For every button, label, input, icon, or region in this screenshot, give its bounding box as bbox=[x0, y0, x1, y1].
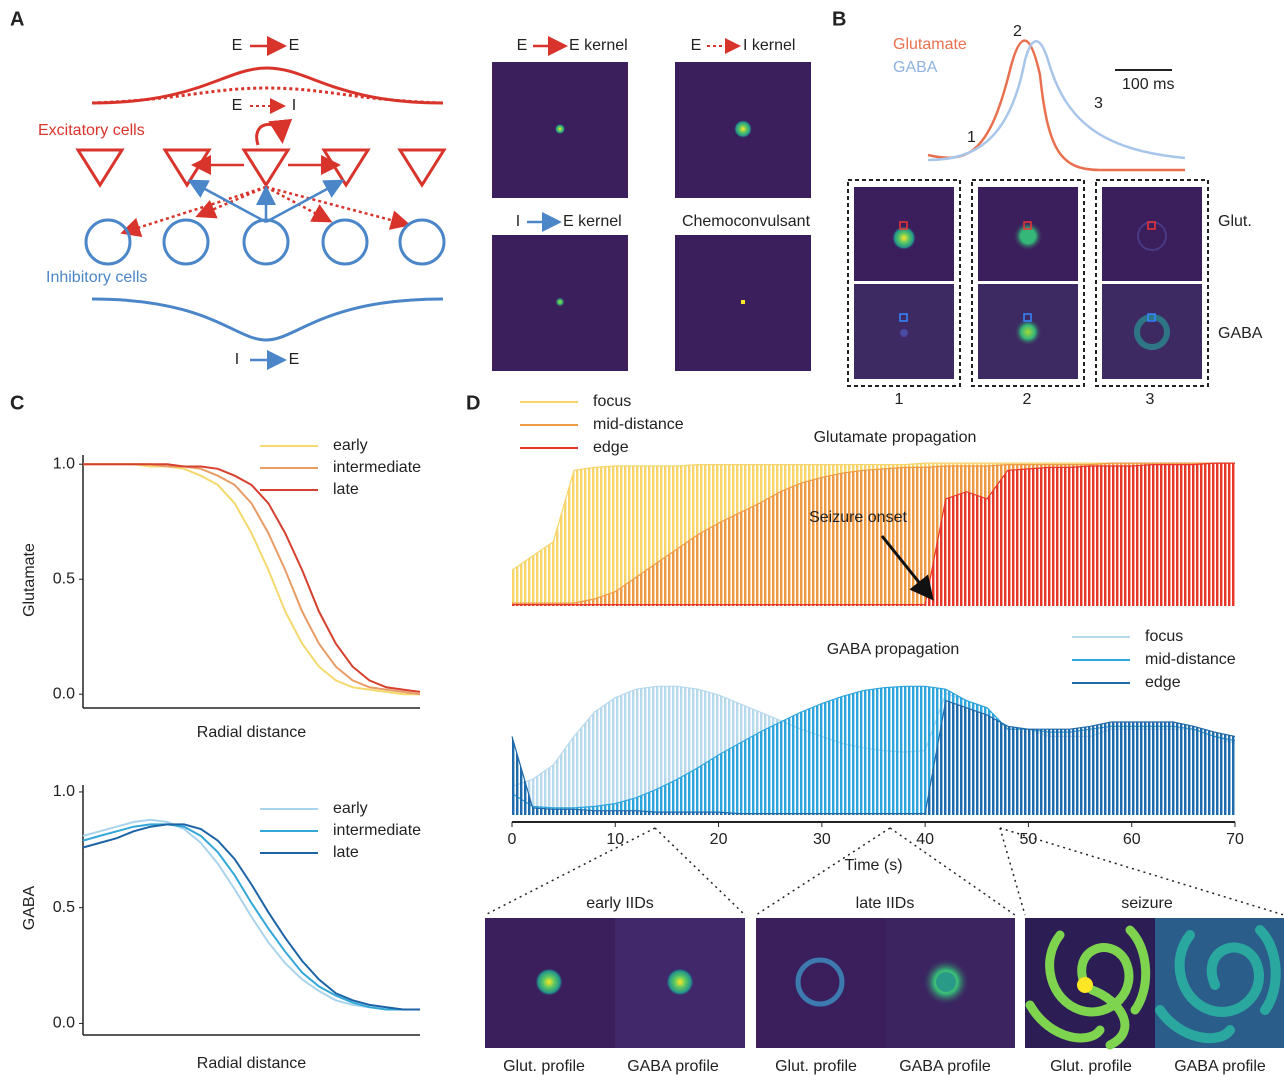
legend-label: early bbox=[333, 800, 368, 817]
legend-label: focus bbox=[1145, 628, 1183, 645]
legend-label: late bbox=[333, 844, 359, 861]
chart-title: GABA propagation bbox=[827, 641, 960, 658]
legend-label: intermediate bbox=[333, 822, 421, 839]
legend-label: early bbox=[333, 437, 368, 454]
panel-label: C bbox=[10, 392, 24, 414]
kernels: E E kernel E I kernel I E kernel Chemoco… bbox=[492, 37, 811, 371]
figure: A B C D E E E I Excitatory cells Inhibit… bbox=[0, 0, 1284, 1077]
panel-b: Glutamate GABA 100 ms 1 2 3 Glut. GABA 1… bbox=[848, 23, 1263, 408]
column-label: 1 bbox=[895, 391, 904, 408]
row-label: GABA bbox=[1218, 325, 1263, 342]
inset-title: late IIDs bbox=[856, 895, 915, 912]
arrow-label: E bbox=[232, 37, 243, 54]
series-line bbox=[83, 464, 420, 694]
inset-label: Glut. profile bbox=[503, 1058, 585, 1075]
kernel-title: E kernel bbox=[569, 37, 628, 54]
scale-label: 100 ms bbox=[1122, 76, 1174, 93]
network-diagram: E E E I Excitatory cells Inhibitory cell… bbox=[38, 37, 444, 368]
legend-label: focus bbox=[593, 393, 631, 410]
y-tick-label: 0.5 bbox=[53, 899, 75, 916]
y-tick-label: 1.0 bbox=[53, 455, 75, 472]
column-label: 3 bbox=[1146, 391, 1155, 408]
cell-label: Inhibitory cells bbox=[46, 269, 147, 286]
x-tick-label: 70 bbox=[1226, 831, 1244, 848]
inset-label: Glut. profile bbox=[1050, 1058, 1132, 1075]
annotation: Seizure onset bbox=[809, 509, 907, 526]
arrow-label: E bbox=[289, 351, 300, 368]
arrow-label: E bbox=[289, 37, 300, 54]
legend-label: Glutamate bbox=[893, 36, 967, 53]
legend-label: edge bbox=[1145, 674, 1181, 691]
kernel-title: Chemoconvulsant bbox=[682, 213, 811, 230]
x-tick-label: 30 bbox=[813, 831, 831, 848]
y-tick-label: 0.0 bbox=[53, 1015, 75, 1032]
x-tick-label: 40 bbox=[916, 831, 934, 848]
x-axis-label: Radial distance bbox=[197, 1055, 307, 1072]
panel-label: B bbox=[832, 8, 846, 30]
row-label: Glut. bbox=[1218, 213, 1252, 230]
x-tick-label: 10 bbox=[606, 831, 624, 848]
y-tick-label: 0.0 bbox=[53, 685, 75, 702]
legend-label: mid-distance bbox=[1145, 651, 1236, 668]
x-tick-label: 60 bbox=[1123, 831, 1141, 848]
arrow-label: E bbox=[232, 97, 243, 114]
legend-label: GABA bbox=[893, 59, 938, 76]
kernel-title: I kernel bbox=[743, 37, 795, 54]
chart-title: Glutamate propagation bbox=[814, 429, 977, 446]
panel-label: D bbox=[466, 392, 480, 414]
y-axis-label: GABA bbox=[21, 885, 38, 930]
panel-label: A bbox=[10, 8, 24, 30]
x-tick-label: 50 bbox=[1020, 831, 1038, 848]
y-tick-label: 0.5 bbox=[53, 570, 75, 587]
inset-title: early IIDs bbox=[586, 895, 654, 912]
x-axis-label: Radial distance bbox=[197, 724, 307, 741]
series-line bbox=[83, 464, 420, 694]
x-tick-label: 20 bbox=[710, 831, 728, 848]
legend-label: intermediate bbox=[333, 459, 421, 476]
time-point: 1 bbox=[967, 129, 976, 146]
arrow-label: I bbox=[235, 351, 239, 368]
x-tick-label: 0 bbox=[508, 831, 517, 848]
kernel-title: E bbox=[517, 37, 528, 54]
kernel-title: I bbox=[516, 213, 520, 230]
inset-label: GABA profile bbox=[627, 1058, 719, 1075]
y-tick-label: 1.0 bbox=[53, 783, 75, 800]
kernel-title: E kernel bbox=[563, 213, 622, 230]
legend-label: mid-distance bbox=[593, 416, 684, 433]
x-axis-label: Time (s) bbox=[844, 857, 902, 874]
legend-label: late bbox=[333, 481, 359, 498]
time-point: 2 bbox=[1013, 23, 1022, 40]
cell-label: Excitatory cells bbox=[38, 122, 145, 139]
series-line bbox=[83, 820, 420, 1010]
kernel-title: E bbox=[691, 37, 702, 54]
column-label: 2 bbox=[1023, 391, 1032, 408]
series-line bbox=[83, 464, 420, 692]
inset-label: GABA profile bbox=[899, 1058, 991, 1075]
inset-title: seizure bbox=[1121, 895, 1173, 912]
legend-label: edge bbox=[593, 439, 629, 456]
inset-label: Glut. profile bbox=[775, 1058, 857, 1075]
arrow-label: I bbox=[292, 97, 296, 114]
inset-label: GABA profile bbox=[1174, 1058, 1266, 1075]
time-point: 3 bbox=[1094, 95, 1103, 112]
y-axis-label: Glutamate bbox=[21, 543, 38, 617]
